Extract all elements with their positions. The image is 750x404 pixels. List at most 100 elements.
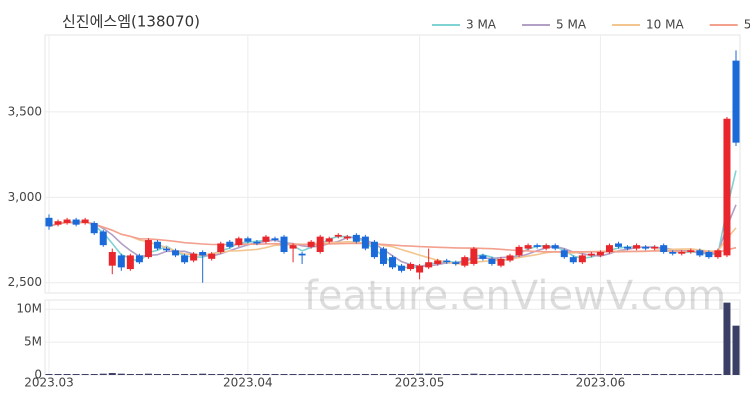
candle-body — [569, 257, 577, 263]
candle-body — [515, 246, 523, 256]
candle-body — [669, 251, 677, 254]
candle-body — [542, 245, 550, 249]
candle-body — [596, 251, 604, 256]
candle-body — [343, 236, 351, 239]
volume-bar — [696, 374, 704, 375]
volume-bar — [416, 373, 424, 375]
candle-body — [54, 221, 62, 225]
candle-body — [624, 246, 632, 249]
candle-body — [163, 248, 171, 251]
candle-body — [244, 238, 252, 242]
chart-title: 신진에스엠(138070) — [62, 13, 200, 31]
volume-bar — [614, 374, 622, 375]
volume-bar — [407, 374, 415, 375]
volume-bar — [208, 374, 216, 375]
volume-bar — [470, 373, 478, 375]
candle-body — [425, 262, 433, 268]
volume-bar — [605, 374, 613, 375]
volume-bar — [352, 374, 360, 375]
candle-body — [63, 219, 71, 223]
candle-body — [389, 257, 396, 268]
candle-body — [732, 60, 740, 143]
candle-body — [190, 253, 198, 261]
volume-bar — [506, 374, 514, 375]
candle-body — [443, 260, 451, 263]
candle-body — [289, 245, 297, 249]
candle-body — [696, 250, 704, 256]
volume-bar — [660, 374, 668, 375]
candle-body — [361, 236, 369, 249]
candle-body — [660, 245, 668, 252]
volume-bar — [479, 374, 487, 375]
volume-bar — [235, 374, 243, 375]
volume-bar — [63, 374, 71, 375]
candle-body — [434, 260, 442, 264]
candle-body — [217, 243, 225, 252]
candle-body — [714, 250, 722, 258]
volume-bar — [190, 374, 198, 375]
volume-bar — [370, 374, 378, 375]
x-tick-label: 2023.05 — [395, 376, 445, 390]
volume-bar — [289, 374, 297, 375]
candle-body — [226, 241, 234, 247]
volume-bar — [108, 373, 116, 375]
volume-bar — [325, 374, 333, 375]
volume-bar — [199, 373, 207, 375]
price-panel — [44, 34, 741, 294]
volume-bar — [488, 374, 496, 375]
candle-body — [651, 246, 659, 249]
volume-bar — [497, 374, 505, 375]
candle-body — [379, 248, 387, 264]
candle-body — [298, 253, 306, 256]
candle-body — [407, 263, 415, 270]
candle-body — [633, 245, 641, 249]
candle-body — [533, 245, 541, 247]
candle-body — [99, 231, 107, 246]
candle-body — [605, 245, 613, 252]
candle-body — [560, 250, 568, 258]
volume-bar — [515, 374, 523, 375]
candle-body — [452, 262, 460, 264]
volume-bar — [398, 374, 406, 375]
candle-body — [506, 255, 514, 261]
volume-bar — [389, 374, 396, 375]
candle-body — [524, 245, 532, 249]
legend-label: 5 MA — [556, 18, 587, 32]
volume-bar — [361, 374, 369, 375]
candle-body — [416, 265, 424, 273]
candle-body — [280, 236, 288, 252]
candle-body — [551, 245, 559, 249]
x-tick-label: 2023.04 — [223, 376, 273, 390]
volume-bar — [551, 374, 559, 375]
candle-body — [81, 219, 89, 223]
candle-body — [208, 253, 216, 259]
candle-body — [172, 250, 180, 256]
volume-bar — [723, 302, 731, 375]
legend-label: 3 MA — [466, 18, 497, 32]
volume-bar — [307, 374, 315, 375]
volume-bar — [732, 325, 740, 375]
candle-body — [479, 255, 487, 259]
candle-body — [108, 251, 116, 266]
volume-bar — [434, 374, 442, 375]
volume-bar — [587, 374, 595, 375]
volume-bar — [99, 373, 107, 375]
volume-bar — [226, 374, 234, 375]
legend-label: 50 MA — [744, 18, 750, 32]
legend-label: 10 MA — [646, 18, 684, 32]
candle-body — [72, 219, 80, 225]
candle-body — [461, 257, 469, 266]
candle-body — [262, 236, 270, 242]
volume-bar — [334, 374, 342, 375]
volume-bar — [217, 374, 225, 375]
volume-bar — [153, 374, 161, 375]
watermark: feature.enViewV.com — [304, 273, 726, 319]
y-tick-label: 3,000 — [8, 190, 42, 204]
volume-bar — [669, 374, 677, 375]
candle-body — [352, 234, 360, 242]
candle-body — [135, 255, 143, 263]
volume-bar — [81, 374, 89, 375]
volume-bar — [624, 374, 632, 375]
volume-bar — [461, 374, 469, 375]
